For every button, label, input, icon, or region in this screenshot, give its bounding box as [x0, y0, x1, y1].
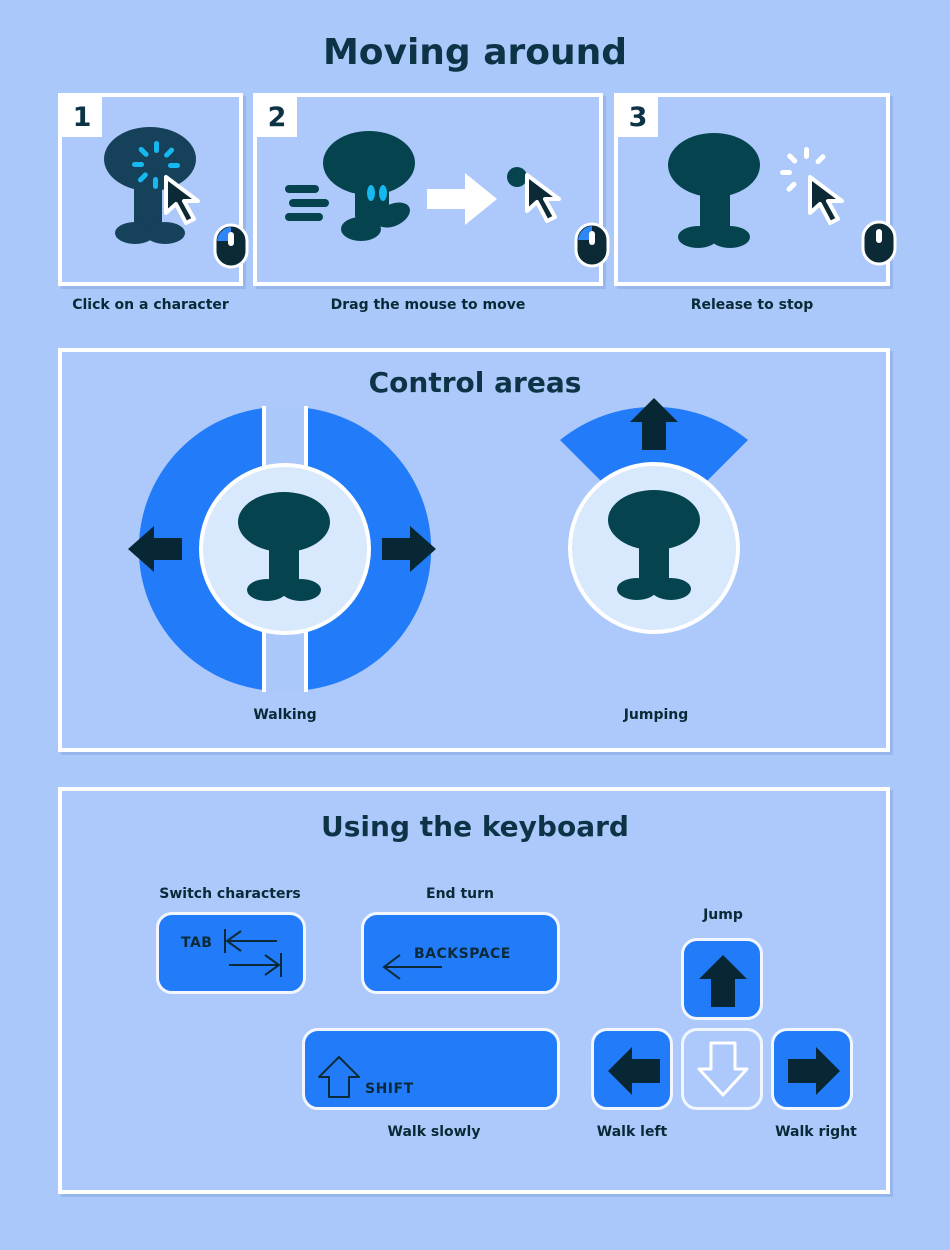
cursor-arrow-icon — [164, 175, 200, 225]
walk-slowly-label: Walk slowly — [387, 1124, 481, 1140]
shift-arrow-icon — [318, 1056, 360, 1098]
walk-left-label: Walk left — [596, 1124, 668, 1140]
speed-lines-icon — [285, 185, 329, 221]
step-3-panel: 3 — [614, 93, 897, 286]
page-title: Moving around — [322, 32, 628, 73]
shift-key[interactable]: SHIFT — [302, 1028, 560, 1110]
arrow-right-icon — [427, 173, 497, 225]
step-1-number: 1 — [62, 97, 102, 137]
tab-key[interactable]: TAB — [156, 912, 306, 994]
walking-control-diagram — [128, 406, 436, 692]
control-areas-title: Control areas — [368, 366, 582, 399]
tab-key-label: TAB — [181, 935, 213, 951]
step-2-panel: 2 — [253, 93, 610, 286]
jumping-label: Jumping — [623, 707, 689, 723]
right-arrow-key[interactable] — [771, 1028, 853, 1110]
step-3-number: 3 — [618, 97, 658, 137]
character-silhouette — [238, 492, 330, 601]
mouse-icon — [861, 220, 897, 266]
up-arrow-key[interactable] — [681, 938, 763, 1020]
character-silhouette — [608, 490, 700, 600]
backspace-key[interactable]: BACKSPACE — [361, 912, 560, 994]
keyboard-title: Using the keyboard — [321, 810, 629, 843]
step-3-caption: Release to stop — [690, 297, 814, 313]
arrow-up-icon — [699, 955, 747, 1007]
arrow-up-icon — [630, 398, 678, 450]
character-selected-icon — [104, 127, 196, 244]
arrow-left-icon — [128, 526, 182, 572]
release-sparkle-icon — [780, 147, 826, 192]
left-arrow-key[interactable] — [591, 1028, 673, 1110]
step-1-caption: Click on a character — [72, 297, 229, 313]
step-1-panel: 1 — [58, 93, 249, 286]
character-walking-icon — [323, 131, 415, 241]
step-2-number: 2 — [257, 97, 297, 137]
backspace-key-label: BACKSPACE — [414, 946, 511, 962]
switch-characters-label: Switch characters — [159, 886, 301, 902]
mouse-left-click-icon — [213, 223, 249, 269]
arrow-left-icon — [608, 1047, 660, 1095]
mouse-left-click-icon — [574, 222, 610, 268]
arrow-right-icon — [382, 526, 436, 572]
end-turn-label: End turn — [426, 886, 494, 902]
cursor-arrow-icon — [808, 175, 844, 225]
arrow-right-icon — [788, 1047, 840, 1095]
walking-label: Walking — [253, 707, 317, 723]
step-2-caption: Drag the mouse to move — [330, 297, 526, 313]
walk-right-label: Walk right — [775, 1124, 857, 1140]
character-idle-icon — [668, 133, 760, 248]
shift-key-label: SHIFT — [365, 1081, 414, 1097]
drag-cursor-icon — [507, 167, 561, 223]
tab-arrows-icon — [224, 929, 282, 977]
arrow-down-icon — [697, 1041, 749, 1097]
jump-label: Jump — [703, 907, 743, 923]
down-arrow-key[interactable] — [681, 1028, 763, 1110]
backspace-arrow-icon — [382, 954, 442, 980]
jumping-control-diagram — [560, 398, 748, 634]
